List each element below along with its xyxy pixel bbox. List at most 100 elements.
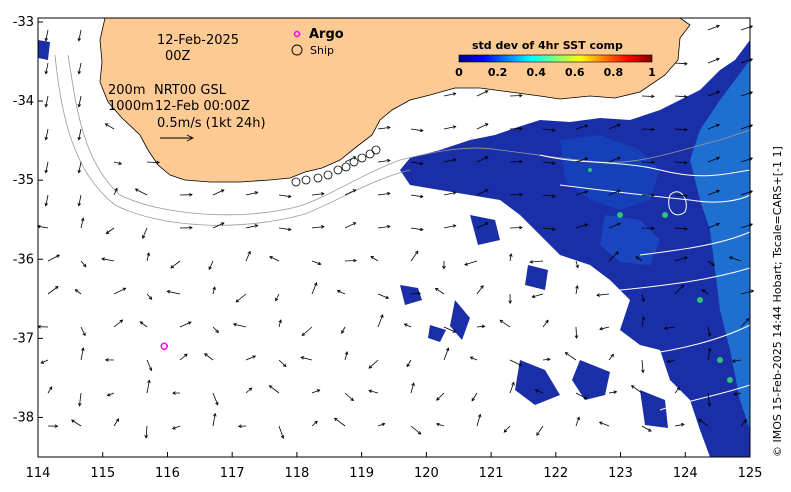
current-arrow: [40, 359, 49, 364]
current-arrow: [113, 287, 126, 295]
current-arrow-head: [139, 321, 144, 325]
current-arrow-head: [105, 230, 110, 234]
current-arrow: [530, 260, 544, 263]
current-arrow-head: [519, 192, 523, 197]
colorbar-tick-label: 0.6: [565, 66, 585, 79]
current-arrow-head: [320, 192, 325, 196]
current-arrow-head: [452, 158, 457, 162]
ship-track: [291, 145, 381, 187]
current-arrow: [344, 351, 348, 361]
current-arrow: [212, 392, 219, 405]
current-arrow-head: [301, 332, 306, 337]
current-arrow: [370, 256, 379, 262]
current-arrow-head: [77, 37, 82, 42]
x-tick-label: 116: [155, 466, 180, 481]
current-arrow-head: [551, 128, 556, 132]
current-arrow: [45, 62, 49, 74]
current-arrow: [212, 413, 216, 427]
current-arrow-head: [77, 136, 82, 141]
current-arrow-head: [584, 124, 589, 128]
current-arrow-head: [350, 397, 355, 402]
current-arrow-head: [534, 389, 539, 393]
current-arrow: [377, 160, 390, 163]
current-arrow: [410, 227, 423, 231]
current-arrow: [311, 193, 324, 196]
current-arrow: [245, 191, 258, 196]
current-arrow: [476, 285, 484, 295]
current-arrow-head: [484, 123, 489, 127]
current-arrow: [707, 157, 720, 163]
current-arrow-head: [511, 381, 515, 386]
current-arrow-head: [385, 295, 390, 299]
current-arrow-head: [104, 358, 109, 362]
current-arrow: [45, 29, 49, 41]
current-arrow-head: [575, 264, 579, 269]
current-arrow-head: [56, 254, 61, 258]
current-arrow-head: [519, 126, 523, 131]
current-arrow-head: [352, 189, 357, 193]
current-arrow: [245, 251, 251, 262]
current-arrow: [377, 193, 390, 196]
current-arrow-head: [147, 379, 151, 384]
current-arrow: [78, 161, 82, 173]
current-arrow: [45, 95, 49, 107]
y-tick-label: -33: [13, 15, 34, 30]
current-arrow: [443, 225, 456, 229]
current-arrow-head: [134, 188, 139, 192]
current-arrow-head: [344, 351, 349, 355]
current-arrow-head: [503, 429, 508, 433]
current-arrow-head: [77, 103, 82, 108]
current-arrow: [344, 392, 354, 401]
current-arrow: [278, 425, 284, 439]
current-arrow-head: [508, 300, 512, 305]
current-arrow: [608, 157, 621, 163]
current-arrow: [113, 188, 118, 196]
current-arrow: [471, 392, 478, 402]
current-arrow-head: [615, 251, 619, 255]
current-arrow-head: [213, 412, 217, 417]
current-arrow: [410, 425, 421, 435]
current-arrow-head: [480, 285, 484, 289]
current-arrow: [278, 359, 287, 367]
current-arrow-head: [574, 335, 579, 339]
current-arrow: [674, 387, 680, 394]
current-arrow-head: [728, 256, 733, 260]
current-arrow: [278, 319, 282, 328]
current-arrow: [608, 124, 621, 130]
current-arrow-head: [684, 160, 688, 165]
current-arrow: [278, 194, 291, 198]
current-arrow-head: [148, 367, 153, 372]
current-arrow-head: [584, 223, 589, 227]
x-axis: 114 115 116 117 118 119 120 121 122 123 124 125: [26, 452, 762, 481]
current-arrow: [667, 359, 676, 363]
y-tick-label: -35: [13, 173, 34, 188]
current-arrow-head: [419, 161, 424, 166]
current-arrow-head: [300, 356, 305, 360]
current-arrow-head: [417, 431, 422, 435]
current-arrow-head: [77, 70, 82, 75]
current-arrow: [641, 227, 655, 229]
current-arrow: [476, 156, 489, 163]
depth-label-200: 200m: [108, 83, 145, 98]
current-arrow-head: [442, 265, 446, 270]
current-arrow: [45, 128, 49, 140]
current-arrow-head: [269, 256, 273, 260]
current-arrow: [47, 386, 53, 394]
argo-float-marker[interactable]: [160, 342, 168, 351]
current-arrow: [78, 95, 82, 107]
current-arrow: [674, 95, 688, 98]
current-arrow: [674, 227, 688, 230]
current-arrow: [410, 382, 415, 394]
current-arrow-head: [707, 332, 712, 337]
current-arrow: [443, 192, 456, 196]
current-arrow-head: [698, 418, 702, 423]
current-arrow-head: [215, 401, 219, 406]
current-arrow: [635, 256, 643, 262]
current-arrow-head: [380, 314, 384, 318]
current-arrow-head: [101, 257, 106, 261]
current-arrow: [476, 325, 485, 328]
current-arrow: [575, 191, 588, 196]
ship-legend-icon: [291, 44, 303, 56]
current-arrow-head: [287, 227, 292, 232]
